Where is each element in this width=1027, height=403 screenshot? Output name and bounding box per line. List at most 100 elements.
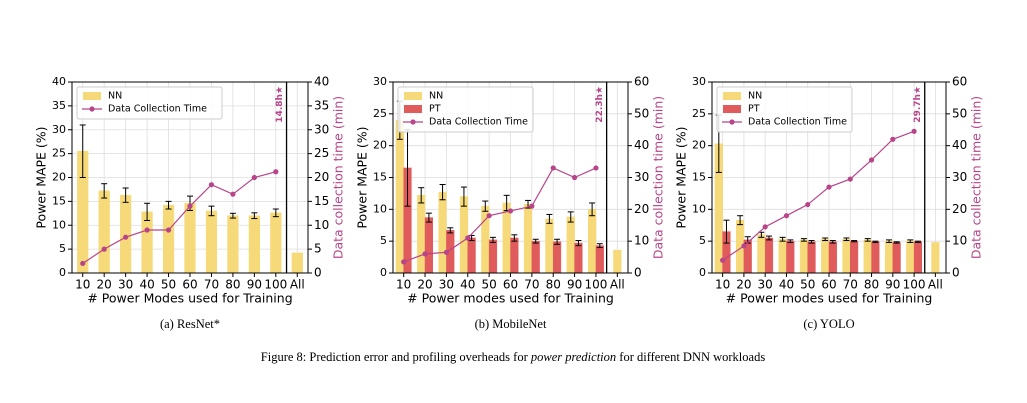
y-tick-label: 25 xyxy=(52,147,66,160)
y2-tick-label: 0 xyxy=(634,266,642,280)
bar xyxy=(892,242,901,274)
bar xyxy=(510,237,519,274)
y2-tick-label: 30 xyxy=(314,122,329,136)
x-tick-label: 70 xyxy=(524,278,539,292)
line-marker xyxy=(762,224,768,230)
x-tick-label: 50 xyxy=(481,278,496,292)
x-tick-label: 40 xyxy=(460,278,475,292)
error-bar xyxy=(864,238,871,242)
y2-tick-label: 10 xyxy=(634,234,649,248)
line-marker xyxy=(890,136,896,142)
line-marker xyxy=(593,165,599,171)
legend-box xyxy=(397,86,534,133)
legend-swatch xyxy=(404,92,422,100)
x-tick-label: 100 xyxy=(585,278,608,292)
error-bar xyxy=(766,235,773,241)
x-tick-label: All xyxy=(928,278,943,292)
y-tick-label: 5 xyxy=(380,234,387,247)
bar xyxy=(98,190,110,274)
bar xyxy=(786,240,795,274)
x-tick-label: All xyxy=(290,278,305,292)
line-marker xyxy=(741,243,747,249)
bar xyxy=(417,195,426,274)
x-tick-label: 80 xyxy=(225,278,240,292)
x-tick-label: 40 xyxy=(779,278,794,292)
x-tick-label: 40 xyxy=(139,278,154,292)
bar xyxy=(502,202,511,274)
error-bar xyxy=(829,240,836,244)
x-tick-label: 100 xyxy=(903,278,926,292)
line-marker xyxy=(720,257,726,263)
bar xyxy=(467,237,476,274)
error-bar xyxy=(907,239,914,243)
bar xyxy=(828,241,837,274)
error-bar xyxy=(808,240,815,244)
bar xyxy=(141,211,153,274)
x-tick-label: 10 xyxy=(715,278,730,292)
x-tick-label: 90 xyxy=(567,278,582,292)
line-marker xyxy=(783,213,790,219)
bar xyxy=(913,241,922,274)
y2-tick-label: 50 xyxy=(634,106,649,120)
line-marker xyxy=(507,208,514,214)
error-bar xyxy=(575,240,582,247)
error-bar xyxy=(893,241,900,244)
x-tick-label: 70 xyxy=(204,278,219,292)
x-tick-label: 20 xyxy=(417,278,432,292)
bar xyxy=(523,203,533,274)
error-bar xyxy=(144,202,151,221)
y-tick-label: 15 xyxy=(52,194,66,207)
bar xyxy=(821,239,830,274)
x-tick-label: 10 xyxy=(75,278,90,292)
bar xyxy=(863,239,872,274)
legend-swatch xyxy=(89,106,95,112)
error-bar xyxy=(589,202,596,217)
error-bar xyxy=(229,212,236,219)
y-tick-label: 5 xyxy=(699,234,706,247)
y-tick-label: 35 xyxy=(52,99,66,112)
y-tick-label: 15 xyxy=(373,171,387,184)
line-marker xyxy=(826,184,832,190)
bar xyxy=(184,203,196,274)
bar xyxy=(120,194,132,274)
x-tick-label: 60 xyxy=(503,278,518,292)
figure-caption: Figure 8: Prediction error and profiling… xyxy=(261,350,766,364)
y2-tick-label: 20 xyxy=(634,202,649,216)
line-marker xyxy=(486,213,492,219)
plot-frame xyxy=(71,81,309,274)
error-bar xyxy=(489,236,496,243)
x-tick-label: 50 xyxy=(800,278,815,292)
line-marker xyxy=(465,235,471,241)
bar xyxy=(807,241,816,274)
y2-tick-label: 40 xyxy=(952,138,967,152)
annotation: 22.3h★ xyxy=(595,86,605,123)
y2-tick-label: 40 xyxy=(634,138,649,152)
error-bar xyxy=(208,205,215,217)
x-tick-label: 20 xyxy=(736,278,751,292)
y2-tick-label: 10 xyxy=(952,234,967,248)
x-tick-label: 90 xyxy=(885,278,900,292)
y-tick-label: 5 xyxy=(59,242,66,255)
legend-label: NN xyxy=(108,91,122,102)
line-marker xyxy=(101,246,107,252)
y-tick-label: 20 xyxy=(373,139,387,152)
error-bar xyxy=(272,208,279,218)
y2-tick-label: 0 xyxy=(314,266,322,280)
x-tick-label: 100 xyxy=(264,278,287,292)
legend-label: PT xyxy=(748,104,760,115)
error-bar xyxy=(101,183,108,199)
error-bar xyxy=(885,239,892,243)
y-axis-label: Power MAPE (%) xyxy=(34,126,49,228)
y2-tick-label: 25 xyxy=(314,146,329,160)
line-marker xyxy=(273,169,279,175)
x-tick-label: 10 xyxy=(396,278,411,292)
error-bar xyxy=(460,186,467,207)
line-marker xyxy=(868,157,875,163)
bar xyxy=(595,245,604,274)
x-tick-label: 50 xyxy=(161,278,176,292)
x-axis-label: # Power modes used for Training xyxy=(726,291,933,306)
y-tick-label: 15 xyxy=(692,171,706,184)
y-tick-label: 30 xyxy=(373,75,387,88)
legend-swatch xyxy=(723,92,741,100)
bar xyxy=(545,218,554,274)
